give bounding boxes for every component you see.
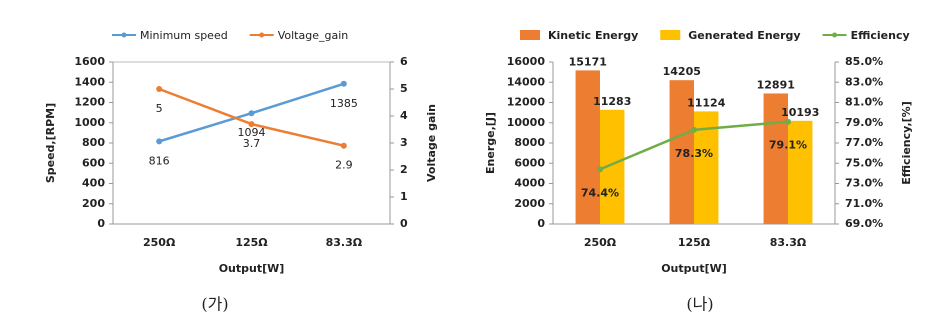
y-tick-label: 600 (82, 156, 105, 169)
y2-tick-label: 71.0% (845, 197, 883, 210)
y-tick-label: 0 (97, 217, 105, 230)
y-tick-label: 200 (82, 197, 105, 210)
x-axis-title: Output[W] (219, 262, 285, 275)
legend-label: Kinetic Energy (548, 29, 638, 42)
x-tick-label: 125Ω (678, 236, 711, 249)
data-label: 10193 (781, 106, 819, 119)
caption: (가) (201, 295, 228, 314)
caption: (나) (686, 295, 713, 314)
y-tick-label: 1600 (74, 55, 105, 68)
y2-tick-label: 0 (400, 217, 408, 230)
y2-tick-label: 85.0% (845, 55, 883, 68)
bar (669, 80, 694, 224)
data-label: 79.1% (769, 139, 807, 152)
x-tick-label: 83.3Ω (326, 236, 363, 249)
point (340, 142, 347, 149)
point (156, 138, 163, 145)
data-label: 15171 (569, 55, 607, 68)
y2-tick-label: 81.0% (845, 96, 883, 109)
y-tick-label: 6000 (514, 156, 545, 169)
y-tick-label: 2000 (514, 197, 545, 210)
y-tick-label: 1400 (74, 75, 105, 88)
legend-label: Efficiency (851, 29, 910, 42)
data-label: 74.4% (581, 186, 619, 199)
x-tick-label: 125Ω (235, 236, 268, 249)
legend-marker (832, 32, 838, 38)
y-axis-title: Energe,[J] (484, 112, 497, 174)
data-label: 12891 (757, 78, 795, 91)
data-label: 78.3% (675, 147, 713, 160)
y-tick-label: 16000 (507, 55, 546, 68)
y-tick-label: 8000 (514, 136, 545, 149)
data-label: 3.7 (243, 137, 261, 150)
data-label: 5 (156, 102, 163, 115)
bar (788, 120, 813, 224)
y-tick-label: 1200 (74, 96, 105, 109)
legend-marker (121, 32, 127, 38)
point (248, 110, 255, 117)
point (597, 166, 603, 173)
y2-tick-label: 3 (400, 136, 408, 149)
y-tick-label: 14000 (507, 75, 546, 88)
legend-swatch (660, 30, 681, 40)
data-label: 1385 (330, 97, 358, 110)
y2-tick-label: 75.0% (845, 156, 883, 169)
x-tick-label: 250Ω (584, 236, 617, 249)
y2-axis-title: Voltage gain (425, 104, 438, 182)
y2-axis-title: Efficiency,[%] (900, 101, 913, 184)
point (785, 118, 791, 125)
y2-tick-label: 73.0% (845, 177, 883, 190)
y-tick-label: 0 (537, 217, 545, 230)
y-tick-label: 4000 (514, 177, 545, 190)
y-tick-label: 10000 (507, 116, 546, 129)
bar (763, 93, 788, 224)
y2-tick-label: 4 (400, 109, 408, 122)
bar (575, 70, 600, 225)
y2-tick-label: 2 (400, 163, 408, 176)
data-label: 816 (149, 154, 170, 167)
point (340, 80, 347, 87)
data-label: 1094 (238, 126, 266, 139)
y-tick-label: 800 (82, 136, 105, 149)
y-tick-label: 12000 (507, 96, 546, 109)
data-label: 14205 (663, 65, 701, 78)
y2-tick-label: 69.0% (845, 217, 883, 230)
legend-marker (259, 32, 265, 38)
x-tick-label: 250Ω (143, 236, 176, 249)
y2-tick-label: 6 (400, 55, 408, 68)
y2-tick-label: 1 (400, 190, 408, 203)
data-label: 2.9 (335, 159, 353, 172)
point (248, 121, 255, 128)
y2-tick-label: 5 (400, 82, 408, 95)
legend-label: Generated Energy (688, 29, 800, 42)
legend-swatch (520, 30, 540, 40)
y2-tick-label: 77.0% (845, 136, 883, 149)
y-tick-label: 400 (82, 177, 105, 190)
y-axis-title: Speed,[RPM] (44, 103, 57, 183)
y2-tick-label: 83.0% (845, 75, 883, 88)
data-label: 11124 (687, 96, 726, 109)
y2-tick-label: 79.0% (845, 116, 883, 129)
x-axis-title: Output[W] (661, 262, 727, 275)
point (691, 126, 697, 133)
data-label: 11283 (593, 95, 631, 108)
y-tick-label: 1000 (74, 116, 105, 129)
legend-label: Minimum speed (140, 29, 228, 42)
x-tick-label: 83.3Ω (770, 236, 807, 249)
point (156, 86, 163, 92)
legend-label: Voltage_gain (278, 29, 349, 42)
